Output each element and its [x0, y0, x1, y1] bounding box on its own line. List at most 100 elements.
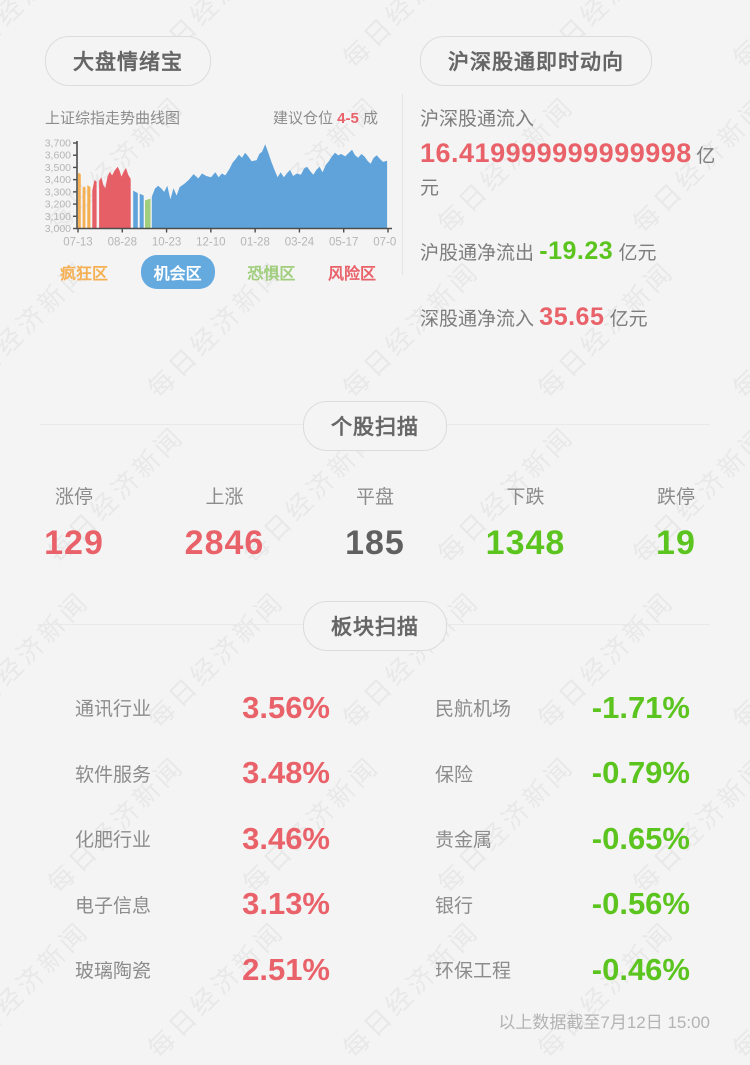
flow-unit-wrap-line: 元: [420, 173, 716, 200]
watermark-text: 每日经济新闻: [723, 0, 750, 75]
sector-change-value: 3.13%: [242, 886, 330, 922]
watermark-text: 每日经济新闻: [726, 915, 750, 1064]
sector-row-电子信息: 电子信息 3.13%: [44, 872, 375, 938]
sector-label: 软件服务: [75, 764, 152, 786]
position-advice: 建议仓位 4-5 成: [272, 110, 378, 127]
chart-zone-legend: 疯狂区 机会区 恐惧区 风险区: [44, 255, 392, 289]
sector-change-value: -0.65%: [591, 820, 690, 856]
flow-unit-rest: 元: [420, 178, 440, 199]
stat-label: 跌停: [656, 487, 695, 508]
sector-change-value: -1.71%: [591, 689, 690, 725]
chart-area-机会区: [151, 144, 388, 229]
sector-row-环保工程: 环保工程 -0.46%: [375, 937, 706, 1003]
legend-zone-风险区[interactable]: 风险区: [327, 266, 376, 283]
sector-row-玻璃陶瓷: 玻璃陶瓷 2.51%: [44, 937, 375, 1003]
sector-label: 电子信息: [75, 895, 152, 917]
y-tick-label: 3,000: [45, 223, 71, 235]
stat-value: 129: [44, 524, 104, 562]
vertical-divider: [402, 94, 403, 275]
sector-label: 贵金属: [435, 830, 493, 852]
sector-label: 化肥行业: [75, 830, 152, 852]
sector-change-value: -0.79%: [591, 755, 690, 791]
flow-label: 沪深股通流入: [420, 109, 535, 130]
section-title-northbound-flow: 沪深股通即时动向: [420, 36, 652, 86]
sector-scan-grid: 通讯行业 3.56% 软件服务 3.48% 化肥行业 3.46% 电子信息 3.13% 玻璃陶瓷…: [44, 675, 706, 1003]
section-title-market-sentiment: 大盘情绪宝: [45, 36, 211, 86]
y-tick-label: 3,200: [45, 199, 71, 211]
y-tick-label: 3,400: [45, 174, 71, 186]
stat-label: 涨停: [54, 487, 93, 508]
watermark-text: 每日经济新闻: [726, 255, 750, 404]
sz-connect-value: 35.65: [539, 303, 605, 331]
chart-area-疯狂区: [82, 186, 86, 229]
stat-value: 185: [345, 524, 405, 562]
chart-area-恐惧区: [145, 198, 151, 229]
sector-change-value: 3.48%: [242, 755, 330, 791]
x-tick-label: 03-24: [285, 237, 315, 249]
chart-area-风险区: [92, 180, 97, 229]
sector-row-化肥行业: 化肥行业 3.46%: [44, 806, 375, 872]
sector-row-民航机场: 民航机场 -1.71%: [375, 675, 706, 741]
sector-losers-column: 民航机场 -1.71% 保险 -0.79% 贵金属 -0.65% 银行 -0.56% 环保工程 -…: [375, 675, 706, 1003]
index-trend-chart: 3,7003,6003,5003,4003,3003,2003,1003,000…: [45, 138, 396, 249]
chart-area-风险区: [99, 166, 131, 229]
sector-row-贵金属: 贵金属 -0.65%: [375, 806, 706, 872]
sz-connect-label: 深股通净流入: [420, 309, 535, 330]
flow-value: 16.419999999999998: [420, 138, 692, 168]
sector-change-value: -0.46%: [591, 951, 690, 987]
sector-row-软件服务: 软件服务 3.48%: [44, 741, 375, 807]
stat-跌停: 跌停 19: [646, 482, 706, 563]
sector-label: 通讯行业: [75, 699, 152, 721]
section-title-sector-scan: 板块扫描: [303, 601, 447, 651]
position-advice-value: 4-5: [337, 110, 359, 127]
chart-caption: 上证综指走势曲线图: [45, 110, 181, 127]
x-tick-label: 01-28: [240, 237, 269, 249]
legend-zone-机会区[interactable]: 机会区: [140, 255, 215, 289]
sector-change-value: 3.56%: [242, 689, 330, 725]
legend-zone-恐惧区[interactable]: 恐惧区: [247, 266, 296, 283]
stat-下跌: 下跌 1348: [486, 482, 566, 563]
legend-zone-疯狂区[interactable]: 疯狂区: [60, 266, 109, 283]
stat-平盘: 平盘 185: [345, 482, 405, 563]
data-cutoff-note: 以上数据截至7月12日 15:00: [498, 1013, 710, 1032]
stat-value: 1348: [485, 524, 566, 562]
sector-label: 玻璃陶瓷: [75, 961, 152, 983]
sh-connect-label: 沪股通净流出: [420, 243, 535, 264]
sector-change-value: -0.56%: [591, 886, 690, 922]
sector-label: 环保工程: [435, 961, 512, 983]
stat-上涨: 上涨 2846: [185, 482, 265, 563]
sector-row-保险: 保险 -0.79%: [375, 741, 706, 807]
sector-label: 银行: [435, 895, 474, 917]
stat-涨停: 涨停 129: [44, 482, 104, 563]
stat-label: 下跌: [506, 487, 545, 508]
sector-row-通讯行业: 通讯行业 3.56%: [44, 675, 375, 741]
stat-value: 2846: [184, 524, 265, 562]
x-tick-label: 07-13: [63, 237, 92, 249]
y-tick-label: 3,300: [45, 186, 71, 198]
sector-change-value: 3.46%: [242, 820, 330, 856]
x-tick-label: 07-05: [373, 237, 396, 249]
sector-change-value: 2.51%: [242, 951, 330, 987]
chart-area-疯狂区: [78, 172, 81, 229]
stat-value: 19: [656, 524, 696, 562]
stat-label: 平盘: [355, 487, 394, 508]
y-tick-label: 3,100: [45, 211, 71, 223]
sector-row-银行: 银行 -0.56%: [375, 872, 706, 938]
y-tick-label: 3,600: [45, 150, 71, 162]
sh-connect-row: 沪股通净流出 -19.23 亿元: [420, 237, 716, 266]
sz-connect-row: 深股通净流入 35.65 亿元: [420, 303, 716, 332]
section-title-stock-scan: 个股扫描: [303, 401, 447, 451]
x-tick-label: 08-28: [108, 237, 137, 249]
x-tick-label: 05-17: [329, 237, 358, 249]
sector-label: 民航机场: [435, 699, 512, 721]
watermark-text: 每日经济新闻: [726, 585, 750, 734]
chart-area-疯狂区: [87, 185, 91, 229]
chart-area-机会区: [139, 193, 144, 229]
sector-gainers-column: 通讯行业 3.56% 软件服务 3.48% 化肥行业 3.46% 电子信息 3.13% 玻璃陶瓷…: [44, 675, 375, 1003]
stock-scan-stats: 涨停 129 上涨 2846 平盘 185 下跌 1348 跌停 19: [44, 482, 706, 563]
stat-label: 上涨: [205, 487, 244, 508]
x-tick-label: 10-23: [152, 237, 181, 249]
sz-connect-unit: 亿元: [609, 309, 648, 330]
y-tick-label: 3,700: [45, 138, 71, 150]
sector-label: 保险: [435, 764, 474, 786]
